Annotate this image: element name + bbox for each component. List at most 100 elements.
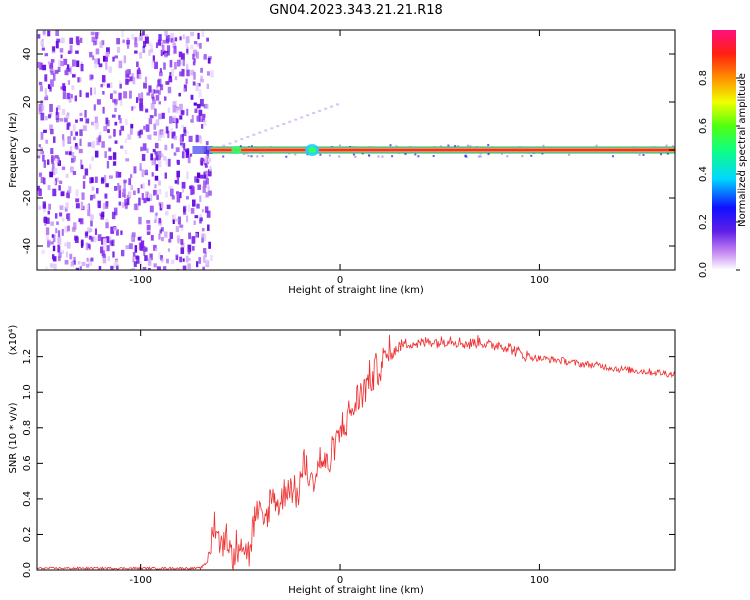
noise-speck: [196, 172, 201, 179]
snr-frame: [36, 329, 676, 571]
noise-speck: [175, 147, 180, 153]
noise-speck: [108, 147, 112, 152]
noise-speck: [139, 236, 142, 241]
band-speck: [247, 154, 250, 157]
noise-speck: [47, 84, 52, 89]
noise-speck: [165, 210, 169, 216]
noise-speck: [198, 115, 202, 122]
noise-speck: [146, 220, 151, 224]
noise-speck: [143, 197, 147, 204]
noise-speck: [119, 129, 122, 136]
noise-speck: [64, 242, 67, 247]
noise-speck: [149, 205, 154, 213]
noise-speck: [85, 118, 90, 124]
noise-speck: [158, 90, 161, 95]
noise-speck: [172, 101, 177, 107]
noise-speck: [88, 259, 93, 266]
y-tick-label: 0.4: [22, 491, 33, 507]
noise-speck: [60, 190, 65, 196]
noise-speck: [192, 199, 196, 207]
noise-speck: [138, 216, 142, 225]
noise-speck: [67, 68, 71, 72]
noise-speck: [143, 125, 146, 130]
noise-speck: [123, 55, 126, 64]
band-speck: [250, 155, 253, 158]
noise-speck: [154, 151, 158, 155]
noise-speck: [147, 267, 151, 270]
noise-speck: [194, 108, 198, 113]
noise-speck: [123, 91, 128, 99]
noise-speck: [54, 178, 58, 186]
noise-speck: [182, 258, 185, 262]
noise-speck: [95, 32, 99, 39]
noise-speck: [148, 41, 151, 47]
noise-speck: [144, 36, 149, 44]
noise-speck: [124, 202, 128, 209]
noise-speck: [125, 70, 130, 78]
noise-speck: [69, 253, 73, 260]
band-speck: [391, 155, 394, 158]
noise-speck: [110, 265, 114, 270]
noise-speck: [62, 139, 65, 147]
noise-speck: [187, 248, 191, 255]
noise-speck: [85, 242, 89, 251]
noise-speck: [108, 66, 113, 73]
noise-speck: [115, 229, 119, 236]
noise-speck: [161, 42, 164, 48]
noise-speck: [158, 218, 162, 224]
noise-speck: [56, 177, 60, 183]
noise-speck: [52, 256, 57, 262]
noise-speck: [80, 239, 84, 246]
noise-speck: [75, 146, 79, 150]
noise-speck: [65, 202, 69, 209]
noise-speck: [158, 202, 162, 206]
noise-speck: [82, 181, 86, 189]
noise-speck: [42, 64, 47, 71]
noise-speck: [167, 107, 171, 113]
noise-speck: [178, 92, 182, 97]
noise-speck: [44, 53, 49, 57]
noise-speck: [52, 245, 56, 252]
noise-speck: [180, 227, 184, 232]
noise-speck: [148, 118, 153, 125]
noise-speck: [112, 56, 115, 62]
noise-speck: [113, 261, 117, 269]
noise-speck: [89, 177, 92, 184]
noise-speck: [173, 45, 177, 54]
noise-speck: [148, 49, 151, 56]
noise-speck: [199, 98, 204, 107]
noise-speck: [208, 241, 211, 249]
noise-speck: [70, 94, 73, 99]
noise-speck: [79, 112, 83, 117]
noise-speck: [71, 85, 75, 90]
noise-speck: [68, 138, 71, 143]
noise-speck: [64, 70, 67, 76]
noise-speck: [43, 30, 46, 36]
noise-speck: [56, 38, 61, 43]
noise-speck: [153, 123, 157, 130]
band-speck: [439, 145, 442, 148]
noise-speck: [53, 167, 58, 175]
noise-speck: [64, 259, 69, 265]
noise-speck: [162, 50, 166, 55]
noise-speck: [155, 164, 159, 171]
noise-speck: [69, 146, 73, 154]
noise-speck: [105, 62, 108, 70]
band-speck: [457, 145, 460, 148]
noise-speck: [84, 168, 89, 176]
noise-speck: [180, 53, 185, 60]
colorbar-tick-label: 0.8: [698, 70, 709, 86]
noise-speck: [153, 244, 157, 251]
band-speck: [465, 155, 468, 158]
noise-speck: [80, 201, 84, 210]
noise-speck: [186, 130, 190, 134]
noise-speck: [89, 51, 93, 58]
noise-speck: [96, 188, 99, 194]
noise-speck: [50, 221, 54, 226]
noise-speck: [132, 76, 136, 85]
noise-speck: [203, 174, 207, 179]
noise-speck: [158, 130, 162, 138]
noise-speck: [204, 164, 208, 168]
noise-speck: [57, 66, 61, 73]
colorbar-tick-label: 0.6: [698, 118, 709, 134]
